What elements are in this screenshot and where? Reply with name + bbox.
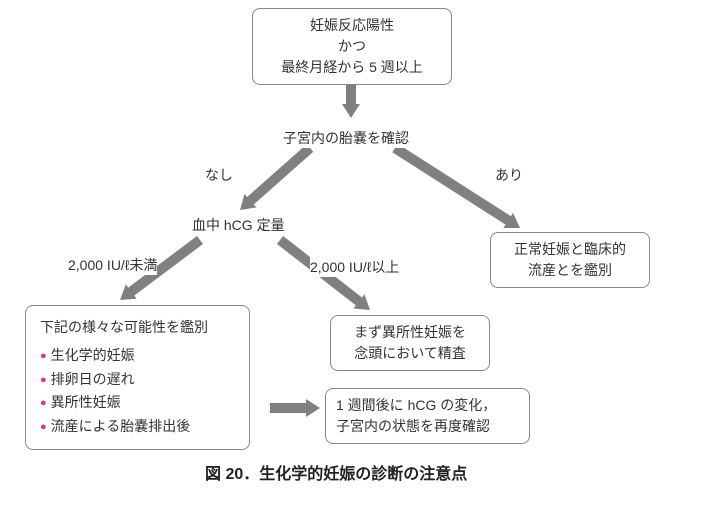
ectopic-node: まず異所性妊娠を 念頭において精査 bbox=[330, 315, 490, 371]
start-line1: 妊娠反応陽性 bbox=[265, 15, 439, 36]
differential-item: 生化学的妊娠 bbox=[40, 344, 235, 368]
recheck-line2: 子宮内の状態を再度確認 bbox=[336, 416, 519, 437]
differential-item: 排卵日の遅れ bbox=[40, 368, 235, 392]
confirm-sac-label: 子宮内の胎嚢を確認 bbox=[283, 128, 409, 148]
differential-list: 生化学的妊娠 排卵日の遅れ 異所性妊娠 流産による胎嚢排出後 bbox=[40, 344, 235, 439]
start-line3: 最終月経から 5 週以上 bbox=[265, 57, 439, 78]
differential-item: 流産による胎嚢排出後 bbox=[40, 415, 235, 439]
differential-node: 下記の様々な可能性を鑑別 生化学的妊娠 排卵日の遅れ 異所性妊娠 流産による胎嚢… bbox=[25, 305, 250, 450]
differential-item: 異所性妊娠 bbox=[40, 391, 235, 415]
arrow-a6 bbox=[270, 399, 320, 417]
arrow-a3 bbox=[392, 144, 520, 228]
differential-heading: 下記の様々な可能性を鑑別 bbox=[40, 316, 235, 340]
label-over-2000: 2,000 IU/ℓ以上 bbox=[310, 257, 399, 277]
normal-vs-miscarriage-node: 正常妊娠と臨床的 流産とを鑑別 bbox=[490, 232, 650, 288]
hcg-quant-label: 血中 hCG 定量 bbox=[192, 215, 285, 235]
ectopic-line2: 念頭において精査 bbox=[343, 343, 477, 364]
label-no: なし bbox=[205, 165, 233, 185]
start-node: 妊娠反応陽性 かつ 最終月経から 5 週以上 bbox=[252, 8, 452, 85]
nvm-line2: 流産とを鑑別 bbox=[503, 260, 637, 281]
start-line2: かつ bbox=[265, 36, 439, 57]
nvm-line1: 正常妊娠と臨床的 bbox=[503, 239, 637, 260]
figure-caption: 図 20．生化学的妊娠の診断の注意点 bbox=[205, 460, 467, 484]
recheck-node: 1 週間後に hCG の変化， 子宮内の状態を再度確認 bbox=[325, 388, 530, 444]
label-under-2000: 2,000 IU/ℓ未満 bbox=[68, 255, 157, 275]
arrow-a2 bbox=[240, 144, 313, 210]
label-yes: あり bbox=[495, 165, 523, 185]
recheck-line1: 1 週間後に hCG の変化， bbox=[336, 395, 519, 416]
ectopic-line1: まず異所性妊娠を bbox=[343, 322, 477, 343]
